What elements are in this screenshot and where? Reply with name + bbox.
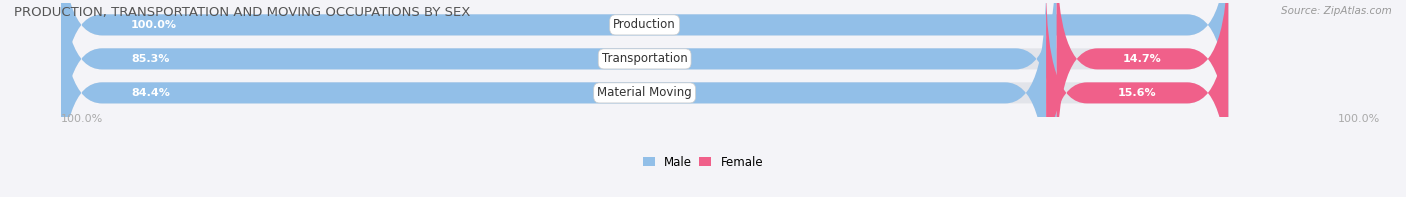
Text: Source: ZipAtlas.com: Source: ZipAtlas.com — [1281, 6, 1392, 16]
FancyBboxPatch shape — [60, 0, 1046, 197]
Text: Transportation: Transportation — [602, 52, 688, 65]
Text: 85.3%: 85.3% — [131, 54, 170, 64]
Text: Material Moving: Material Moving — [598, 86, 692, 99]
Text: 100.0%: 100.0% — [1337, 114, 1379, 124]
FancyBboxPatch shape — [1057, 0, 1229, 167]
Text: PRODUCTION, TRANSPORTATION AND MOVING OCCUPATIONS BY SEX: PRODUCTION, TRANSPORTATION AND MOVING OC… — [14, 6, 471, 19]
Legend: Male, Female: Male, Female — [638, 151, 768, 173]
Text: 100.0%: 100.0% — [131, 20, 177, 30]
Text: 84.4%: 84.4% — [131, 88, 170, 98]
Text: Production: Production — [613, 18, 676, 31]
Text: 100.0%: 100.0% — [60, 114, 104, 124]
Text: 15.6%: 15.6% — [1118, 88, 1157, 98]
FancyBboxPatch shape — [60, 0, 1229, 197]
FancyBboxPatch shape — [60, 0, 1229, 133]
FancyBboxPatch shape — [60, 0, 1229, 167]
Text: 14.7%: 14.7% — [1123, 54, 1161, 64]
FancyBboxPatch shape — [1046, 0, 1229, 197]
FancyBboxPatch shape — [60, 0, 1057, 167]
FancyBboxPatch shape — [60, 0, 1229, 133]
